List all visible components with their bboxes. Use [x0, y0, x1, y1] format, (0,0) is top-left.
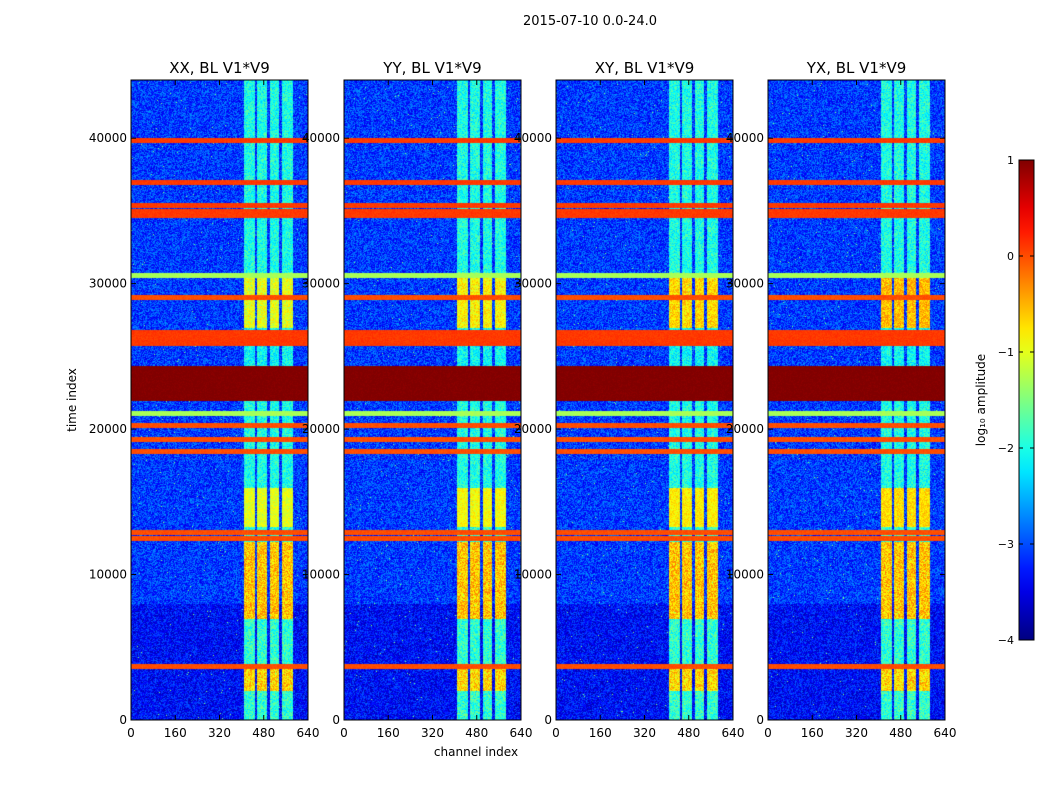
x-tick-label: 480 — [252, 726, 275, 740]
y-tick-label: 0 — [756, 713, 764, 727]
colorbar — [1018, 159, 1035, 641]
y-tick-label: 20000 — [89, 422, 127, 436]
x-tick-label: 480 — [465, 726, 488, 740]
y-tick-label: 10000 — [514, 568, 552, 582]
x-tick-label: 480 — [677, 726, 700, 740]
x-tick-label: 640 — [722, 726, 745, 740]
y-tick-label: 40000 — [514, 131, 552, 145]
x-tick-label: 640 — [510, 726, 533, 740]
heatmap-image — [768, 80, 945, 720]
figure-title: 2015-07-10 0.0-24.0 — [523, 14, 657, 29]
colorbar-tick-label: −2 — [998, 442, 1014, 455]
x-axis-label: channel index — [434, 745, 518, 759]
x-tick-label: 320 — [421, 726, 444, 740]
x-tick-label: 160 — [589, 726, 612, 740]
y-tick-label: 20000 — [302, 422, 340, 436]
x-tick-label: 160 — [164, 726, 187, 740]
panel-title: XY, BL V1*V9 — [595, 59, 695, 77]
x-tick-label: 0 — [127, 726, 135, 740]
heatmap-image — [131, 80, 308, 720]
y-tick-label: 40000 — [302, 131, 340, 145]
y-tick-label: 30000 — [89, 277, 127, 291]
heatmap-image — [556, 80, 733, 720]
y-tick-label: 10000 — [726, 568, 764, 582]
heatmap-panel: XX, BL V1*V9 0 160 320 480 640 0 10000 20000 3000… — [89, 59, 320, 740]
x-tick-label: 320 — [208, 726, 231, 740]
heatmap-panel: YX, BL V1*V9 0 160 320 480 640 0 10000 20000 3000… — [726, 59, 957, 740]
x-tick-label: 0 — [552, 726, 560, 740]
heatmap-panel: XY, BL V1*V9 0 160 320 480 640 0 10000 20000 3000… — [514, 59, 745, 740]
colorbar-tick-label: −3 — [998, 538, 1014, 551]
colorbar-label: log₁₀ amplitude — [974, 354, 988, 446]
colorbar-tick-label: 0 — [1007, 250, 1014, 263]
x-tick-label: 0 — [764, 726, 772, 740]
y-tick-label: 10000 — [89, 568, 127, 582]
y-tick-label: 20000 — [726, 422, 764, 436]
y-tick-label: 0 — [119, 713, 127, 727]
y-tick-label: 0 — [544, 713, 552, 727]
x-tick-label: 0 — [340, 726, 348, 740]
colorbar-tick-label: −4 — [998, 634, 1014, 647]
y-tick-label: 10000 — [302, 568, 340, 582]
x-tick-label: 320 — [845, 726, 868, 740]
heatmap-image — [344, 80, 521, 720]
heatmap-panel: YY, BL V1*V9 0 160 320 480 640 0 10000 20000 3000… — [302, 59, 533, 740]
x-tick-label: 480 — [889, 726, 912, 740]
y-tick-label: 40000 — [726, 131, 764, 145]
y-tick-label: 30000 — [302, 277, 340, 291]
panel-title: YY, BL V1*V9 — [382, 59, 481, 77]
y-tick-label: 0 — [332, 713, 340, 727]
y-tick-label: 40000 — [89, 131, 127, 145]
x-tick-label: 640 — [934, 726, 957, 740]
y-axis-label: time index — [65, 368, 79, 432]
x-tick-label: 640 — [297, 726, 320, 740]
panel-title: YX, BL V1*V9 — [806, 59, 907, 77]
colorbar-tick-label: 1 — [1007, 154, 1014, 167]
y-tick-label: 30000 — [514, 277, 552, 291]
x-tick-label: 160 — [801, 726, 824, 740]
panel-title: XX, BL V1*V9 — [169, 59, 270, 77]
x-tick-label: 320 — [633, 726, 656, 740]
x-tick-label: 160 — [377, 726, 400, 740]
colorbar-tick-label: −1 — [998, 346, 1014, 359]
y-tick-label: 30000 — [726, 277, 764, 291]
y-tick-label: 20000 — [514, 422, 552, 436]
